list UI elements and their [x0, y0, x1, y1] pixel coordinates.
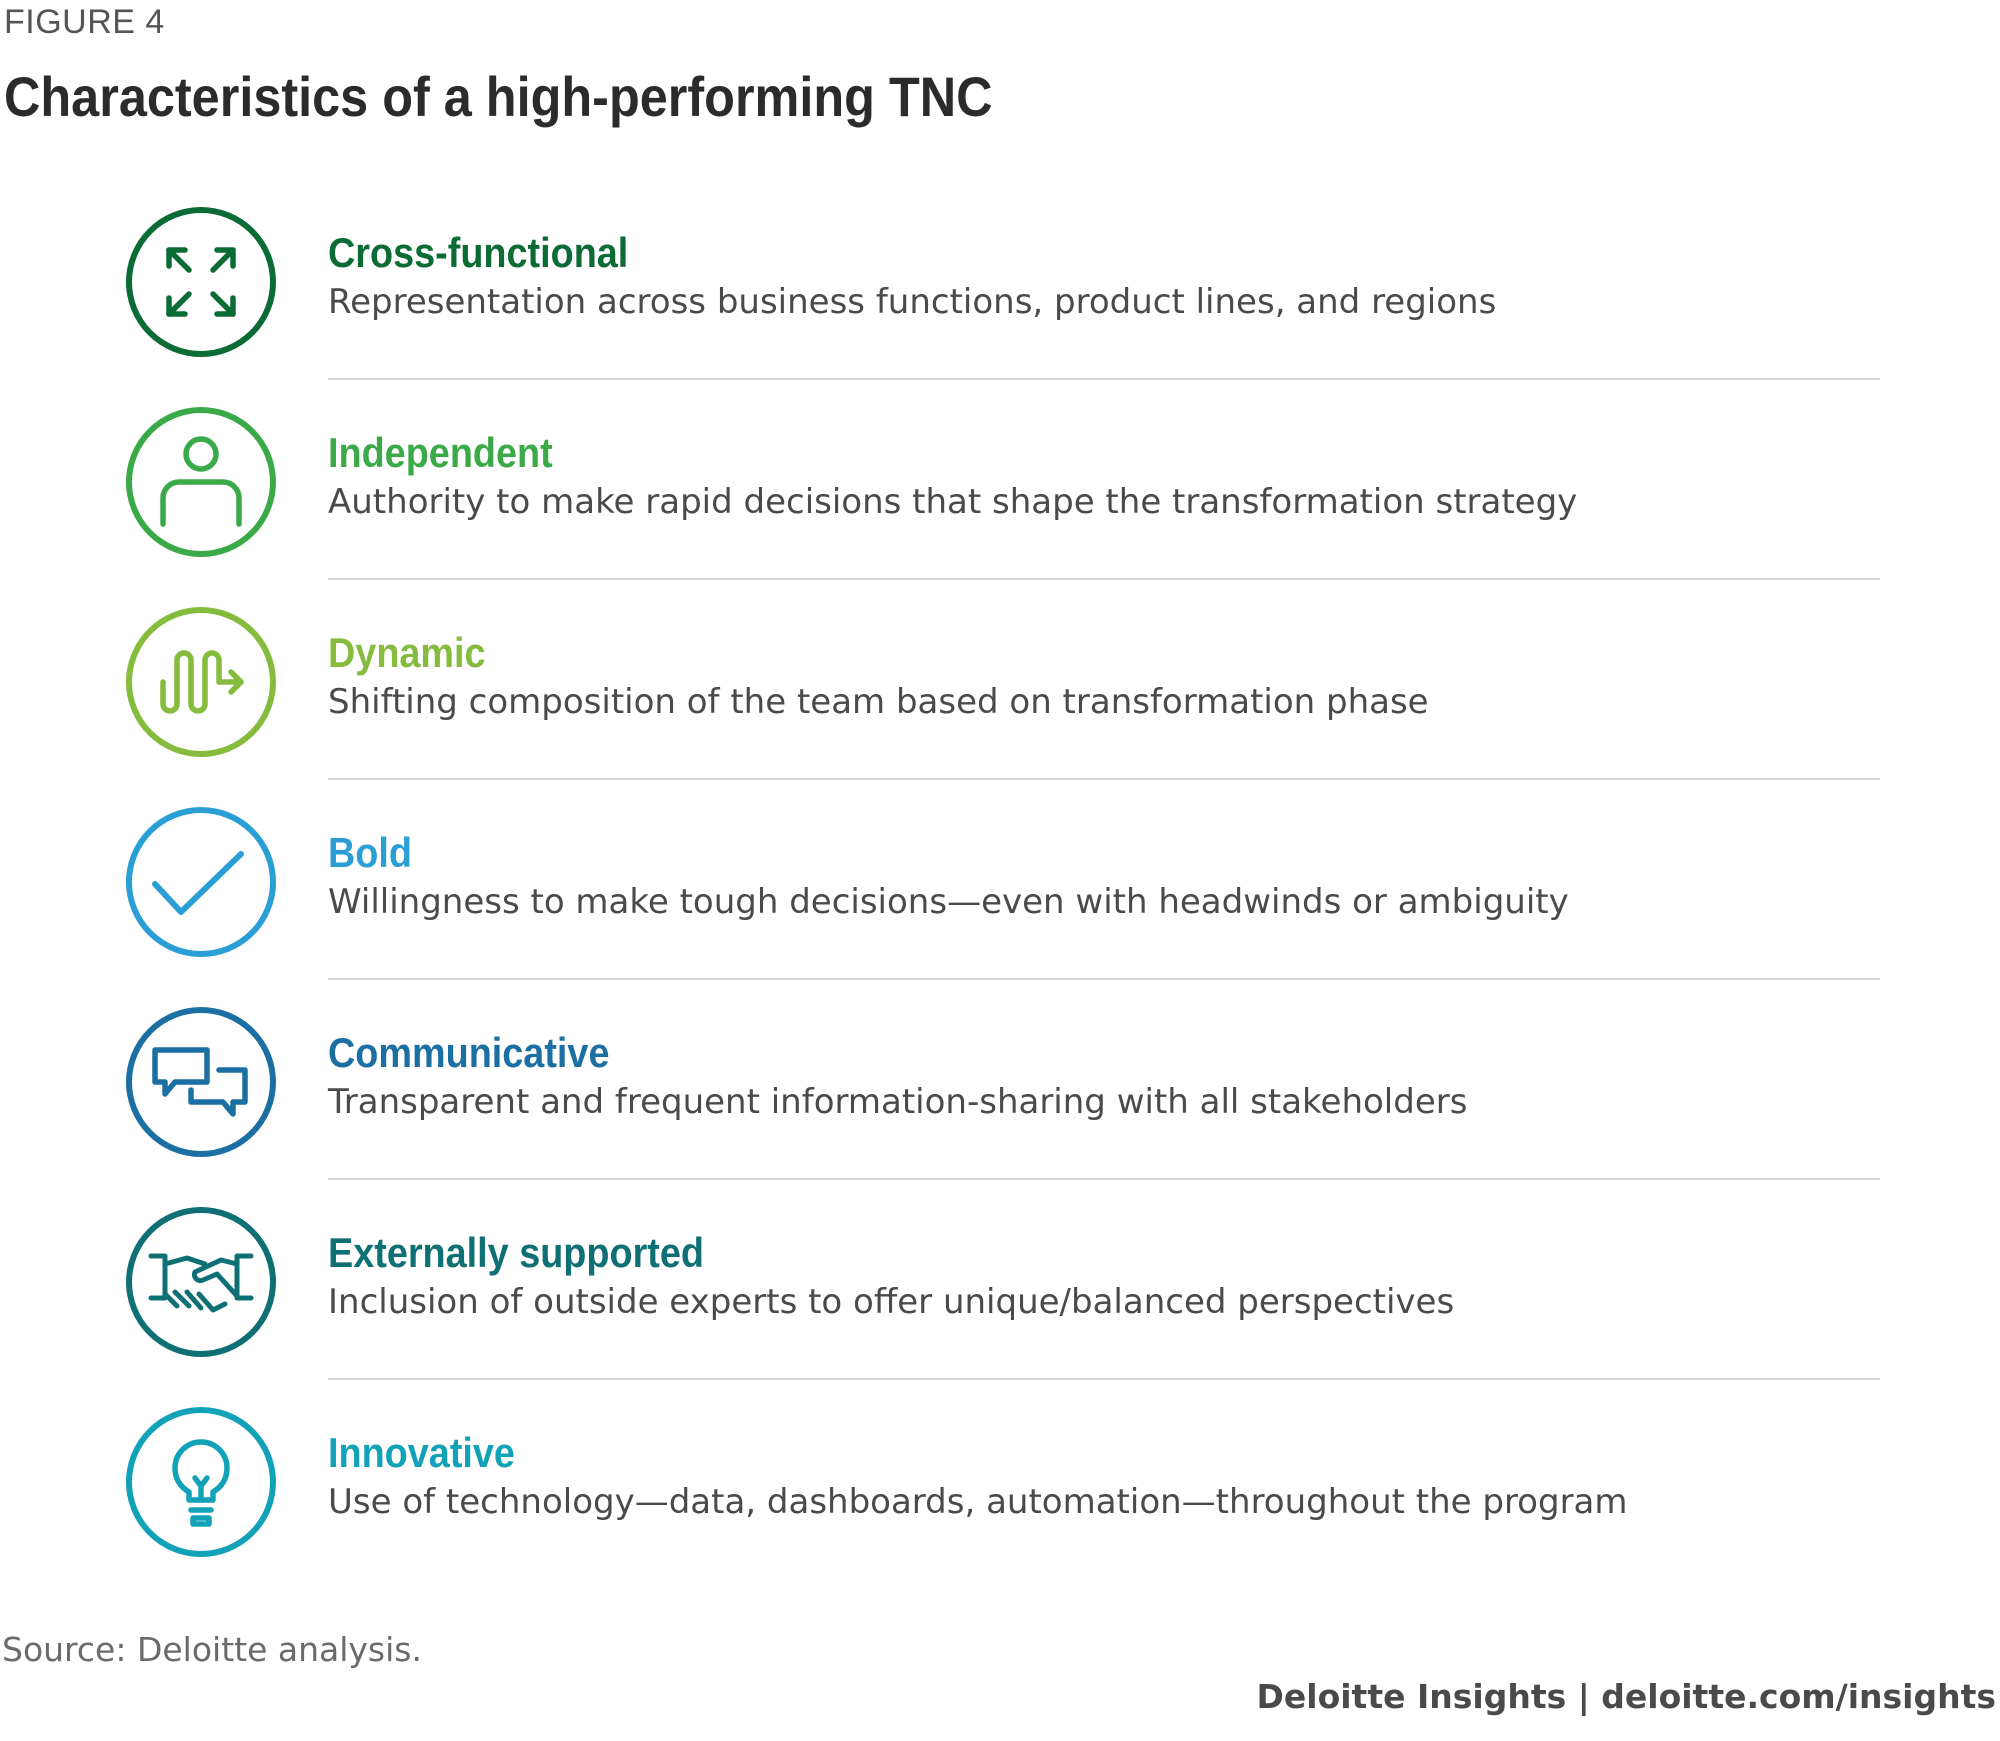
- item-description: Transparent and frequent information-sha…: [328, 1082, 1468, 1122]
- item-description: Willingness to make tough decisions—even…: [328, 882, 1569, 922]
- item-name: Bold: [328, 829, 412, 876]
- list-item-cross-functional: Cross-functional Representation across b…: [0, 200, 2000, 400]
- person-icon: [125, 406, 277, 558]
- wave-arrow-icon: [125, 606, 277, 758]
- figure-label: FIGURE 4: [4, 3, 165, 41]
- checkmark-icon: [125, 806, 277, 958]
- item-description: Shifting composition of the team based o…: [328, 682, 1429, 722]
- divider: [328, 378, 1880, 380]
- item-description: Representation across business functions…: [328, 282, 1497, 322]
- item-description: Inclusion of outside experts to offer un…: [328, 1282, 1455, 1322]
- lightbulb-icon: [125, 1406, 277, 1558]
- footer-credit: Deloitte Insights | deloitte.com/insight…: [1256, 1677, 1996, 1716]
- list-item-dynamic: Dynamic Shifting composition of the team…: [0, 600, 2000, 800]
- item-description: Use of technology—data, dashboards, auto…: [328, 1482, 1628, 1522]
- item-name: Cross-functional: [328, 229, 629, 276]
- list-item-externally-supported: Externally supported Inclusion of outsid…: [0, 1200, 2000, 1400]
- divider: [328, 778, 1880, 780]
- divider: [328, 1378, 1880, 1380]
- handshake-icon: [125, 1206, 277, 1358]
- source-note: Source: Deloitte analysis.: [2, 1630, 422, 1669]
- expand-arrows-icon: [125, 206, 277, 358]
- item-name: Communicative: [328, 1029, 610, 1076]
- divider: [328, 978, 1880, 980]
- divider: [328, 578, 1880, 580]
- item-name: Dynamic: [328, 629, 486, 676]
- figure-title: Characteristics of a high-performing TNC: [4, 65, 993, 128]
- item-name: Externally supported: [328, 1229, 704, 1276]
- item-name: Innovative: [328, 1429, 515, 1476]
- characteristics-list: Cross-functional Representation across b…: [0, 200, 2000, 1560]
- chat-bubbles-icon: [125, 1006, 277, 1158]
- item-description: Authority to make rapid decisions that s…: [328, 482, 1578, 522]
- list-item-bold: Bold Willingness to make tough decisions…: [0, 800, 2000, 1000]
- item-name: Independent: [328, 429, 553, 476]
- divider: [328, 1178, 1880, 1180]
- list-item-innovative: Innovative Use of technology—data, dashb…: [0, 1400, 2000, 1600]
- list-item-communicative: Communicative Transparent and frequent i…: [0, 1000, 2000, 1200]
- list-item-independent: Independent Authority to make rapid deci…: [0, 400, 2000, 600]
